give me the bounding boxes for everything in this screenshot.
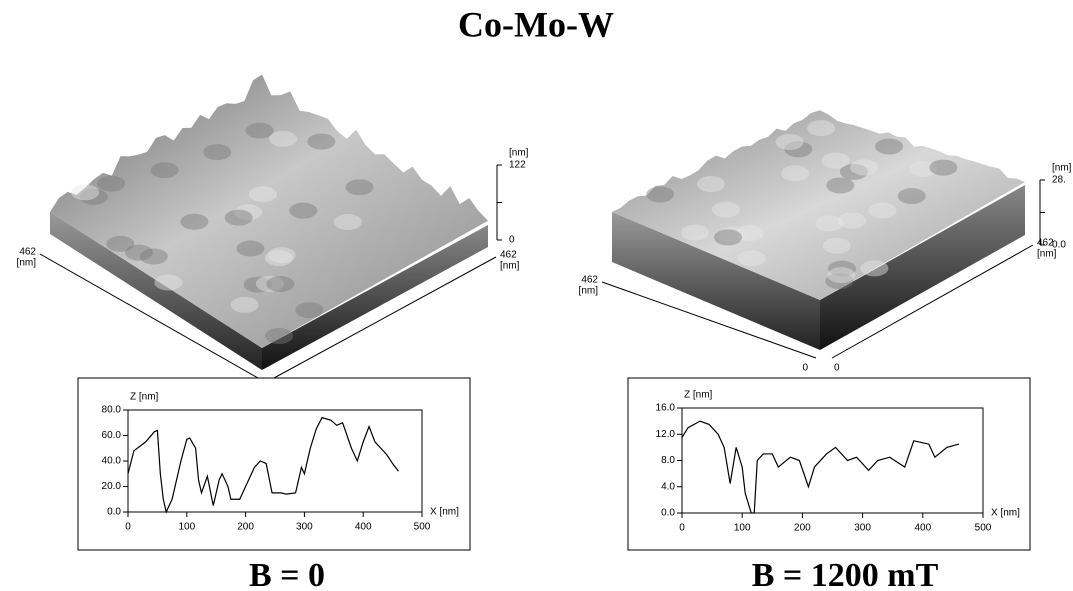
figure-title: Co-Mo-W [458,4,614,44]
surface-bump [236,240,264,256]
y-tick-label: 60.0 [102,430,122,441]
surface-bump [929,160,957,176]
x-tick-label: 400 [914,523,931,534]
surface-bump [776,134,804,150]
x-tick-label: 0 [679,523,685,534]
x-axis-label: X [nm] [991,508,1020,519]
axis-label: 462 [19,247,36,258]
y-tick-label: 20.0 [102,481,122,492]
surface-bump [712,202,740,218]
chart-frame [78,378,470,550]
surface-bump [646,186,674,202]
surface-bump [295,302,323,318]
axis-label: 462 [500,250,517,261]
surface-bump [269,131,297,147]
axis-label: 0 [834,363,840,374]
x-tick-label: 100 [178,522,195,533]
surface-bump [807,120,835,136]
panel-label: B = 0 [249,557,325,591]
surface-bump [140,248,168,264]
surface-bump [246,123,274,139]
axis-label: 122 [509,160,526,171]
panel-label: B = 1200 mT [752,557,939,591]
y-tick-label: 0.0 [107,507,121,518]
axis-label: 28. [1052,175,1066,186]
chart-frame [628,378,1030,550]
surface-bump [203,144,231,160]
x-tick-label: 500 [414,522,431,533]
y-tick-label: 4.0 [661,481,675,492]
y-axis-label: Z [nm] [684,390,713,401]
x-tick-label: 200 [237,522,254,533]
surface-bump [265,250,293,266]
y-tick-label: 0.0 [661,508,675,519]
surface-bump [681,225,709,241]
surface-bump [231,297,259,313]
axis-label: 0 [509,235,515,246]
axis-label: 462 [1037,238,1054,249]
axis-label: [nm] [579,286,599,297]
x-tick-label: 300 [854,523,871,534]
x-tick-label: 0 [125,522,131,533]
axis-label: [nm] [17,258,37,269]
surface-bump [249,186,277,202]
surface-bump [875,138,903,154]
surface-bump [860,260,888,276]
y-tick-label: 40.0 [102,456,122,467]
y-axis-label: Z [nm] [130,392,159,403]
axis-label: [nm] [509,148,529,159]
axis-label: [nm] [1052,163,1072,174]
surface-bump [265,328,293,344]
surface-bump [738,250,766,266]
axis-label: 0 [802,363,808,374]
surface-bump [823,238,851,254]
surface-bump [334,214,362,230]
surface-bump [289,203,317,219]
surface-bump [225,210,253,226]
x-tick-label: 400 [355,522,372,533]
surface-bump [266,276,294,292]
surface-bump [838,212,866,228]
axis-label: [nm] [500,261,520,272]
surface-bump [781,165,809,181]
axis-label: [nm] [1037,249,1057,260]
surface-bump [151,162,179,178]
surface-bump [697,176,725,192]
y-tick-label: 80.0 [102,405,122,416]
x-tick-label: 200 [794,523,811,534]
x-axis-label: X [nm] [430,507,459,518]
y-tick-label: 8.0 [661,455,675,466]
surface-bump [345,179,373,195]
y-tick-label: 12.0 [656,429,676,440]
surface-bump [826,177,854,193]
y-tick-label: 16.0 [656,403,676,414]
surface-bump [822,153,850,169]
surface-bump [714,229,742,245]
figure: Co-Mo-W B = 0 B = 1200 mT [nm]1220462[nm… [0,0,1073,591]
surface-bump [71,184,99,200]
surface-bump [869,202,897,218]
x-tick-label: 300 [296,522,313,533]
surface-bump [898,188,926,204]
surface-bump [154,275,182,291]
surface-bump [307,134,335,150]
surface-bump [827,267,855,283]
x-tick-label: 500 [975,523,992,534]
axis-label: 462 [581,275,598,286]
surface-top [50,75,488,348]
surface-bump [180,214,208,230]
surface-bump [850,159,878,175]
x-tick-label: 100 [734,523,751,534]
surface-bump [97,176,125,192]
